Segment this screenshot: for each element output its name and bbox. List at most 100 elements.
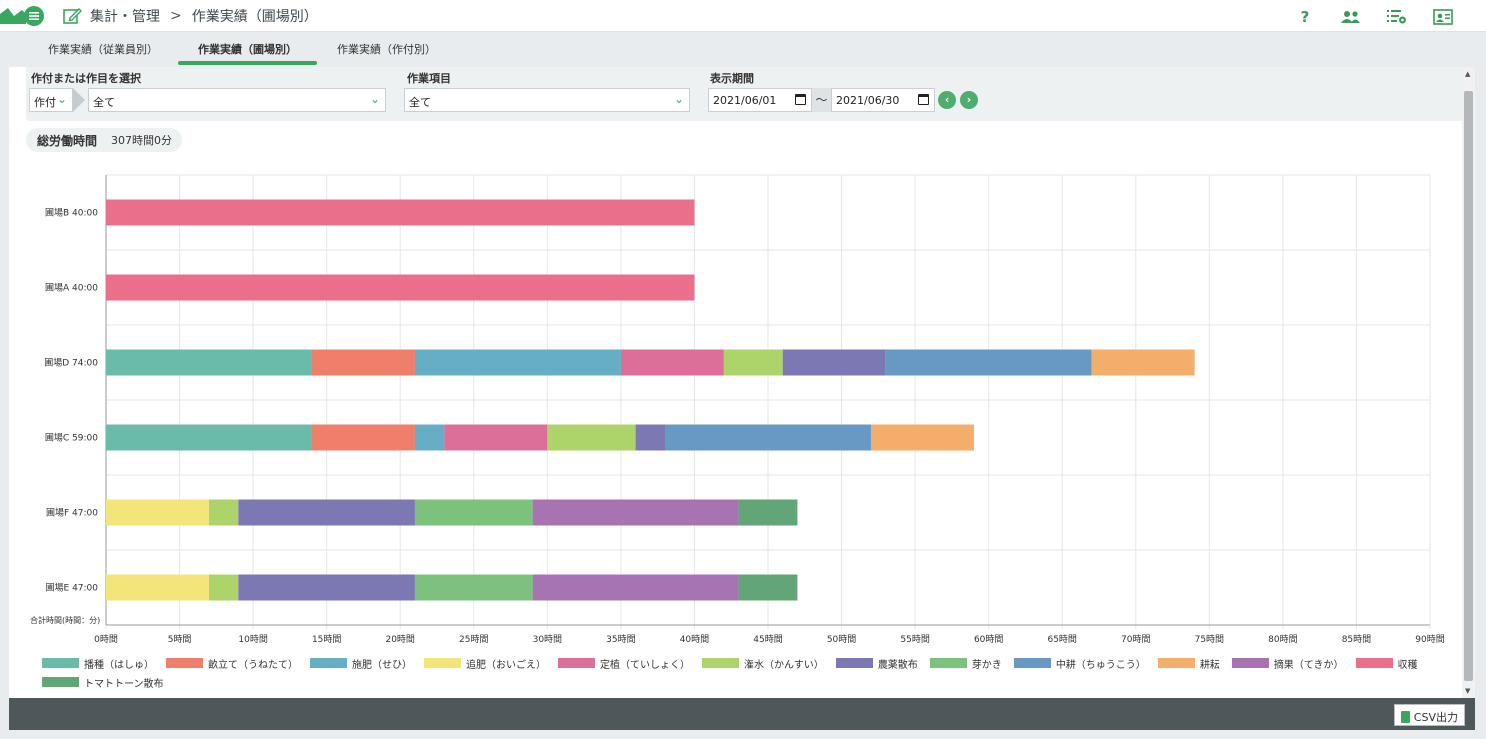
bar-segment — [106, 274, 695, 301]
task-select[interactable]: 全て ⌄ — [404, 88, 690, 112]
legend-item[interactable]: 定植（ていしょく） — [558, 655, 690, 671]
x-unit-label: 合計時間(時間：分) — [30, 615, 100, 625]
bar-segment — [635, 424, 666, 451]
x-tick-label: 55時間 — [900, 634, 929, 645]
id-card-icon[interactable] — [1420, 6, 1466, 28]
scroll-up-icon[interactable]: ▲ — [1465, 70, 1471, 78]
bar-segment — [782, 349, 886, 376]
date-to-input[interactable]: 2021/06/30 — [831, 88, 935, 112]
legend-swatch — [42, 658, 79, 668]
legend-label: トマトトーン散布 — [84, 678, 164, 690]
x-tick-label: 15時間 — [312, 634, 341, 645]
legend-item[interactable]: 潅水（かんすい） — [702, 655, 824, 671]
legend-label: 耕耘 — [1199, 659, 1220, 671]
tab-by-crop[interactable]: 作業実績（作付別） — [337, 43, 436, 56]
bar-segment — [532, 499, 739, 526]
arrow-right-icon — [73, 88, 85, 112]
bar-segment — [444, 424, 548, 451]
next-period-button[interactable]: › — [960, 91, 978, 109]
bar-segment — [311, 349, 415, 376]
total-hours-value: 307時間0分 — [111, 134, 173, 147]
chevron-down-icon: ⌄ — [369, 92, 380, 106]
bar-segment — [414, 349, 621, 376]
x-tick-label: 50時間 — [827, 634, 856, 645]
date-from-input[interactable]: 2021/06/01 — [708, 88, 812, 112]
prev-period-button[interactable]: ‹ — [938, 91, 956, 109]
legend-item[interactable]: トマトトーン散布 — [42, 674, 164, 690]
legend-label: 農薬散布 — [877, 659, 918, 671]
bar-segment — [665, 424, 871, 451]
x-tick-label: 40時間 — [680, 634, 709, 645]
legend-item[interactable]: 追肥（おいごえ） — [424, 655, 546, 671]
x-tick-label: 65時間 — [1047, 634, 1076, 645]
x-tick-label: 5時間 — [168, 634, 192, 645]
tab-by-employee[interactable]: 作業実績（従業員別） — [48, 43, 158, 56]
legend-swatch — [424, 658, 461, 668]
bar-segment — [532, 574, 739, 601]
help-icon[interactable]: ? — [1282, 6, 1328, 28]
legend-item[interactable]: 中耕（ちゅうこう） — [1013, 655, 1146, 671]
legend-item[interactable]: 収穫 — [1355, 655, 1418, 671]
bar-segment — [738, 499, 798, 526]
file-icon — [1400, 710, 1410, 723]
scroll-down-icon[interactable]: ▼ — [1465, 687, 1471, 695]
x-tick-label: 10時間 — [238, 634, 267, 645]
legend-item[interactable]: 施肥（せひ） — [310, 655, 412, 671]
task-filter-label: 作業項目 — [407, 72, 451, 85]
chevron-down-icon: ⌄ — [673, 92, 684, 106]
list-settings-icon[interactable] — [1374, 6, 1420, 28]
legend-item[interactable]: 耕耘 — [1157, 655, 1220, 671]
legend-swatch — [835, 658, 873, 668]
calendar-icon[interactable] — [795, 94, 806, 105]
x-tick-label: 60時間 — [974, 634, 1003, 645]
legend-label: 播種（はしゅ） — [84, 659, 154, 671]
x-tick-label: 35時間 — [606, 634, 635, 645]
csv-export-button[interactable]: CSV出力 — [1393, 704, 1465, 726]
category-label: 圃場D 74:00 — [44, 357, 98, 369]
calendar-icon[interactable] — [918, 94, 929, 105]
legend-item[interactable]: 摘果（てきか） — [1231, 655, 1344, 671]
tab-bar: 作業実績（従業員別） 作業実績（圃場別） 作業実績（作付別） — [28, 37, 456, 65]
bar-segment — [414, 424, 445, 451]
category-label: 圃場B 40:00 — [45, 207, 98, 219]
filter-bar: 作付または作目を選択 作付 ⌄ 全て ⌄ 作業項目 全て ⌄ 表示期間 2021… — [26, 67, 1464, 121]
period-label: 表示期間 — [710, 72, 754, 85]
crop-select[interactable]: 全て ⌄ — [88, 88, 386, 112]
chart-legend: 播種（はしゅ） 畝立て（うねたて） 施肥（せひ） 追肥（おいごえ） 定植（ていしょく） 潅… — [42, 655, 1442, 690]
bar-segment — [106, 424, 312, 451]
legend-label: 畝立て（うねたて） — [208, 659, 298, 671]
x-tick-label: 25時間 — [459, 634, 488, 645]
tab-by-field[interactable]: 作業実績（圃場別） — [178, 37, 317, 65]
users-icon[interactable] — [1328, 6, 1374, 28]
bar-segment — [311, 424, 415, 451]
breadcrumb: 集計・管理 > 作業実績（圃場別） — [62, 5, 318, 27]
legend-swatch — [1157, 658, 1195, 668]
bar-segment — [414, 574, 533, 601]
bar-segment — [870, 424, 974, 451]
legend-item[interactable]: 畝立て（うねたて） — [166, 655, 298, 671]
x-tick-label: 30時間 — [533, 634, 562, 645]
bar-segment — [106, 199, 695, 226]
breadcrumb-separator: > — [170, 8, 182, 24]
date-separator: ～ — [812, 88, 831, 112]
legend-item[interactable]: 播種（はしゅ） — [42, 655, 154, 671]
date-from-value: 2021/06/01 — [713, 94, 777, 107]
crop-filter-label: 作付または作目を選択 — [31, 72, 141, 85]
bar-segment — [414, 499, 533, 526]
vertical-scrollbar[interactable]: ▲ ▼ — [1462, 67, 1475, 698]
total-hours-label: 総労働時間 — [37, 134, 98, 148]
crop-value: 全て — [93, 96, 115, 109]
breadcrumb-root[interactable]: 集計・管理 — [90, 9, 160, 25]
crop-type-select[interactable]: 作付 ⌄ — [29, 88, 73, 112]
category-label: 圃場E 47:00 — [46, 582, 99, 594]
legend-label: 芽かき — [971, 659, 1002, 671]
scrollbar-thumb[interactable] — [1464, 91, 1473, 681]
legend-swatch — [1231, 658, 1269, 668]
menu-logo-icon[interactable] — [0, 0, 48, 32]
edit-icon — [63, 8, 82, 24]
crop-type-value: 作付 — [34, 96, 56, 109]
legend-item[interactable]: 農薬散布 — [835, 655, 918, 671]
legend-item[interactable]: 芽かき — [929, 655, 1002, 671]
legend-swatch — [166, 658, 203, 668]
bar-segment — [885, 349, 1092, 376]
